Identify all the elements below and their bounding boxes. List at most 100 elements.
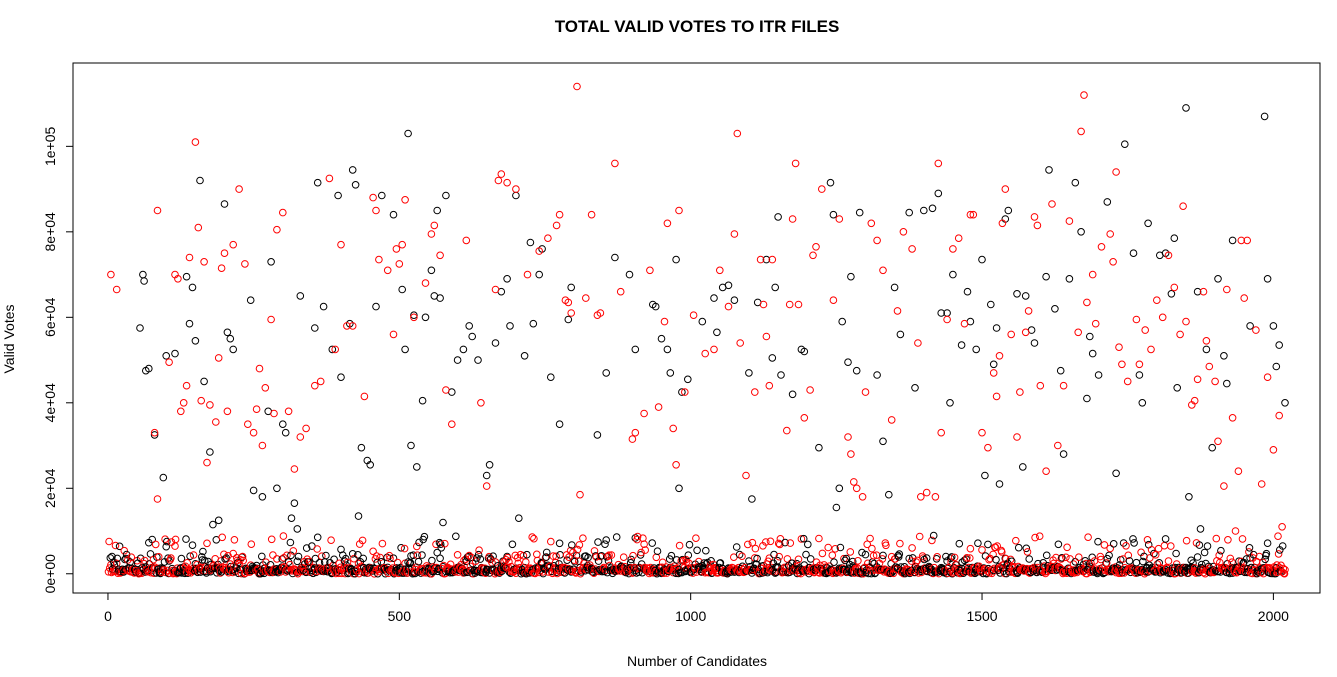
data-point <box>140 277 148 285</box>
data-point <box>337 240 345 249</box>
data-point <box>491 558 500 566</box>
data-point <box>1051 305 1059 313</box>
data-point <box>564 298 573 307</box>
data-point <box>768 354 777 362</box>
data-point <box>1195 541 1204 549</box>
data-point <box>410 313 418 322</box>
y-axis: 0e+00 2e+04 4e+04 6e+04 8e+04 1e+05 <box>42 126 73 593</box>
data-point <box>209 520 217 529</box>
data-point <box>503 178 511 187</box>
data-point <box>448 420 456 429</box>
data-point <box>182 381 191 390</box>
data-point <box>436 251 444 260</box>
data-point <box>748 495 756 503</box>
data-point <box>828 551 837 560</box>
data-point <box>838 317 847 326</box>
data-point <box>911 384 919 392</box>
data-point <box>1252 326 1260 334</box>
data-point <box>430 221 439 230</box>
data-point <box>1143 536 1152 544</box>
data-point <box>1238 535 1247 543</box>
data-point <box>745 369 753 377</box>
data-point <box>465 322 474 330</box>
data-point <box>337 373 345 382</box>
data-point <box>1013 433 1021 441</box>
data-point <box>1025 555 1033 563</box>
data-point <box>174 275 182 283</box>
data-point <box>978 546 986 554</box>
data-point <box>960 319 969 328</box>
data-point <box>626 559 635 567</box>
data-point <box>836 543 845 552</box>
data-point <box>1246 322 1254 330</box>
data-point <box>1132 315 1141 324</box>
data-point <box>710 294 718 302</box>
data-point <box>1281 399 1289 407</box>
data-point <box>969 210 978 219</box>
data-point <box>669 424 678 433</box>
data-point <box>112 285 121 294</box>
data-point <box>1164 251 1173 260</box>
data-point <box>648 539 657 547</box>
data-point <box>974 539 982 548</box>
data-point <box>238 553 246 562</box>
data-point <box>666 369 675 377</box>
data-point <box>640 409 648 418</box>
data-point <box>186 552 194 561</box>
data-point <box>633 532 642 541</box>
data-point <box>197 396 205 405</box>
data-point <box>544 234 552 242</box>
data-point <box>1214 437 1222 446</box>
data-point <box>934 189 943 198</box>
data-point <box>273 555 281 563</box>
data-point <box>1054 441 1062 450</box>
data-point <box>866 534 874 543</box>
data-point <box>1146 554 1154 562</box>
data-point <box>369 193 377 202</box>
data-point <box>832 503 841 512</box>
data-point <box>196 568 205 576</box>
data-point <box>920 206 928 215</box>
data-point <box>1272 362 1281 371</box>
data-point <box>1226 554 1235 563</box>
data-point <box>863 540 872 549</box>
data-point <box>290 465 299 473</box>
data-point <box>794 300 803 309</box>
data-point <box>113 554 122 563</box>
data-point <box>1193 375 1202 384</box>
data-point <box>258 493 267 501</box>
data-point <box>1217 546 1225 555</box>
data-point <box>1275 341 1283 349</box>
data-point <box>1144 219 1152 228</box>
data-point <box>846 548 855 556</box>
data-point <box>357 443 366 452</box>
data-point <box>567 309 576 317</box>
data-point <box>783 426 791 435</box>
data-point <box>503 553 512 562</box>
data-point <box>780 563 789 572</box>
data-point <box>413 463 421 471</box>
data-point <box>468 332 477 341</box>
data-point <box>1182 317 1190 326</box>
data-point <box>162 542 170 551</box>
data-point <box>852 484 861 493</box>
data-point <box>1164 557 1173 565</box>
data-point <box>922 554 931 562</box>
data-point <box>1173 384 1181 392</box>
data-point <box>675 541 684 550</box>
data-point <box>1182 536 1191 545</box>
data-point <box>1208 443 1216 452</box>
data-point <box>120 546 129 555</box>
data-point <box>966 554 974 562</box>
data-point <box>302 424 310 433</box>
data-point <box>995 480 1004 488</box>
data-point <box>770 550 778 559</box>
data-point <box>946 554 955 563</box>
data-point <box>922 488 931 497</box>
data-point <box>418 396 427 405</box>
data-point <box>955 539 964 548</box>
data-point <box>459 345 468 354</box>
data-point <box>331 345 340 354</box>
data-point <box>1021 292 1030 300</box>
